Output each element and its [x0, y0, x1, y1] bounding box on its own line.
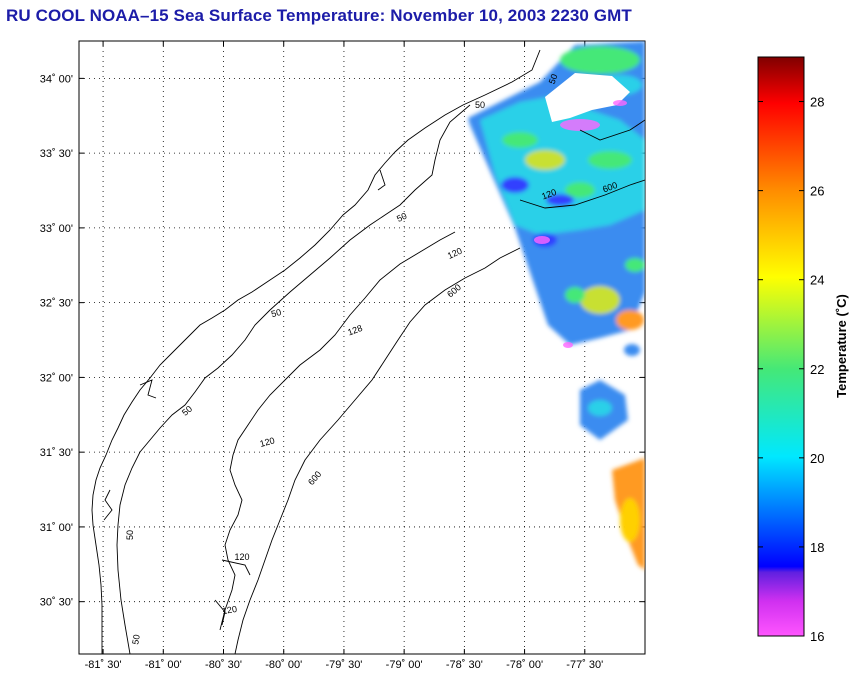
lat-tick-label: 32˚ 00': [40, 372, 73, 384]
isobath-50m: [116, 104, 471, 654]
isobath-label: 50: [130, 634, 142, 646]
colorbar-tick-label: 22: [810, 362, 824, 377]
lon-tick-label: -78˚ 00': [506, 659, 543, 671]
isobath-label: 50: [180, 404, 194, 418]
colorbar-tick-labels: 16 18 20 22 24 26 28: [758, 95, 824, 644]
colorbar: [757, 56, 805, 637]
coastline: [91, 49, 541, 654]
lat-tick-label: 33˚ 00': [40, 223, 73, 235]
isobath-label: 50: [475, 100, 485, 110]
lon-tick-label: -77˚ 30': [566, 659, 603, 671]
isobath-label: 120: [234, 552, 249, 562]
isobath-label: 120: [259, 435, 276, 449]
map-title: RU COOL NOAA–15 Sea Surface Temperature:…: [6, 6, 632, 25]
colorbar-tick-label: 20: [810, 451, 824, 466]
lon-tick-label: -80˚ 30': [205, 659, 242, 671]
lat-tick-label: 30˚ 30': [40, 597, 73, 609]
isobath-label: 128: [346, 323, 364, 338]
colorbar-tick-label: 28: [810, 95, 824, 110]
sst-satellite-swath: [468, 41, 645, 570]
lat-tick-label: 34˚ 00': [40, 73, 73, 85]
graticule-grid: [79, 41, 645, 654]
lon-tick-label: -81˚ 30': [85, 659, 122, 671]
isobath-label: 120: [540, 187, 558, 202]
colorbar-label: Temperature (˚C): [834, 294, 849, 398]
isobath-label: 50: [270, 307, 282, 319]
colorbar-tick-label: 26: [810, 184, 824, 199]
latitude-tick-labels: 34˚ 00' 33˚ 30' 33˚ 00' 32˚ 30' 32˚ 00' 31˚ 3…: [40, 73, 73, 608]
lon-tick-label: -79˚ 30': [325, 659, 362, 671]
isobath-label: 50: [395, 211, 408, 224]
colorbar-tick-label: 18: [810, 540, 824, 555]
isobath-label: 120: [221, 604, 238, 616]
coastline-and-isobaths: [91, 49, 645, 654]
colorbar-tick-label: 24: [810, 273, 824, 288]
lat-tick-label: 31˚ 00': [40, 522, 73, 534]
lon-tick-label: -80˚ 00': [265, 659, 302, 671]
longitude-tick-labels: -81˚ 30' -81˚ 00' -80˚ 30' -80˚ 00' -79˚ 30'…: [85, 659, 604, 671]
colorbar-tick-label: 16: [810, 629, 824, 644]
isobath-120m: [219, 231, 456, 631]
isobath-label: 50: [125, 530, 135, 540]
lon-tick-label: -81˚ 00': [145, 659, 182, 671]
isobath-600m: [234, 247, 521, 654]
lat-tick-label: 33˚ 30': [40, 148, 73, 160]
isobath-label: 50: [547, 73, 560, 86]
lat-tick-label: 31˚ 30': [40, 447, 73, 459]
lon-tick-label: -79˚ 00': [386, 659, 423, 671]
lat-tick-label: 32˚ 30': [40, 298, 73, 310]
isobath-label: 600: [601, 180, 619, 195]
lon-tick-label: -78˚ 30': [446, 659, 483, 671]
